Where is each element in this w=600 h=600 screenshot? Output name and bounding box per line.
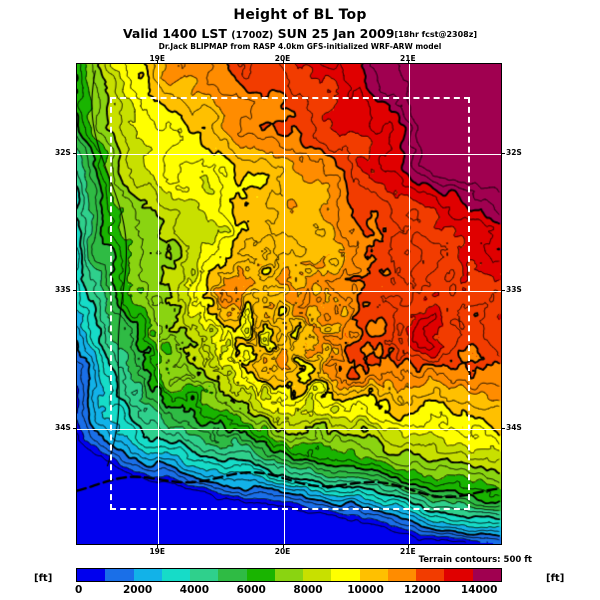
- colorbar-tick-label: 0: [75, 584, 83, 596]
- axis-tick: [282, 545, 284, 548]
- colorbar-tick-label: 4000: [179, 584, 210, 596]
- axis-tick: [502, 427, 505, 429]
- colorbar-tick-label: 10000: [347, 584, 384, 596]
- colorbar-swatch: [331, 569, 360, 581]
- graticule-parallel: [77, 154, 501, 155]
- lon-tick-label-top: 21E: [400, 54, 416, 63]
- graticule-meridian: [158, 64, 159, 544]
- lat-tick-label-left: 34S: [55, 422, 71, 432]
- colorbar-tick-label: 8000: [293, 584, 323, 596]
- axis-tick: [157, 60, 159, 63]
- colorbar-tick-label: 6000: [236, 584, 266, 596]
- colorbar-swatch: [105, 569, 134, 581]
- axis-tick: [73, 427, 76, 429]
- colorbar-swatch: [359, 569, 388, 581]
- graticule-meridian: [284, 64, 285, 544]
- graticule-parallel: [77, 429, 501, 430]
- lon-tick-label-top: 20E: [274, 54, 291, 63]
- map-plot-area: [76, 63, 502, 545]
- colorbar-swatch: [444, 569, 473, 581]
- lat-tick-label-left: 32S: [55, 147, 71, 157]
- colorbar-tick-label: 14000: [460, 584, 498, 596]
- axis-tick: [157, 545, 159, 548]
- valid-date-text: SUN 25 Jan 2009: [277, 26, 395, 41]
- colorbar-swatch: [161, 569, 191, 581]
- lon-tick-label-bottom: 21E: [400, 547, 416, 556]
- lat-tick-label-right: 32S: [506, 147, 522, 157]
- forecast-domain-box: [110, 97, 470, 510]
- valid-time-text: Valid 1400 LST: [122, 26, 227, 41]
- unit-label-left: [ft]: [34, 573, 53, 584]
- axis-tick: [408, 60, 410, 63]
- colorbar-tick-label: 12000: [404, 584, 441, 596]
- valid-time-subtitle: Valid 1400 LST (1700Z) SUN 25 Jan 2009[1…: [0, 26, 600, 41]
- colorbar-swatch: [416, 569, 445, 581]
- lat-tick-label-right: 34S: [506, 422, 522, 432]
- model-credit-line: Dr.Jack BLIPMAP from RASP 4.0km GFS-init…: [158, 42, 442, 51]
- colorbar-swatch: [133, 569, 162, 581]
- colorbar-swatch: [218, 569, 247, 581]
- valid-time-utc: (1700Z): [231, 30, 274, 41]
- lon-tick-label-bottom: 19E: [149, 547, 165, 556]
- colorbar-swatch: [387, 569, 417, 581]
- lon-tick-label-top: 19E: [149, 54, 165, 63]
- lat-tick-label-left: 33S: [55, 285, 71, 295]
- terrain-contour-legend: Terrain contours: 500 ft: [418, 555, 532, 565]
- colorbar-swatch: [303, 569, 332, 581]
- graticule-meridian: [409, 64, 410, 544]
- axis-tick: [73, 290, 76, 292]
- colorbar-swatch: [190, 569, 219, 581]
- axis-tick: [73, 152, 76, 154]
- colorbar-swatch: [472, 569, 501, 581]
- colorbar-swatch: [77, 569, 106, 581]
- lon-tick-label-bottom: 20E: [274, 547, 291, 556]
- colorbar-tick-label: 2000: [123, 584, 153, 596]
- lat-tick-label-right: 33S: [506, 285, 522, 295]
- graticule-parallel: [77, 291, 501, 292]
- page-title: Height of BL Top: [233, 7, 367, 23]
- axis-tick: [502, 290, 505, 292]
- forecast-hour-tag: [18hr fcst@2308z]: [394, 30, 478, 39]
- axis-tick: [282, 60, 284, 63]
- colorbar-swatch: [246, 569, 275, 581]
- unit-label-right: [ft]: [546, 573, 565, 584]
- axis-tick: [502, 152, 505, 154]
- bl-top-height-field: [77, 64, 501, 544]
- colorbar-swatch: [274, 569, 304, 581]
- axis-tick: [408, 545, 410, 548]
- colorbar: [76, 568, 502, 582]
